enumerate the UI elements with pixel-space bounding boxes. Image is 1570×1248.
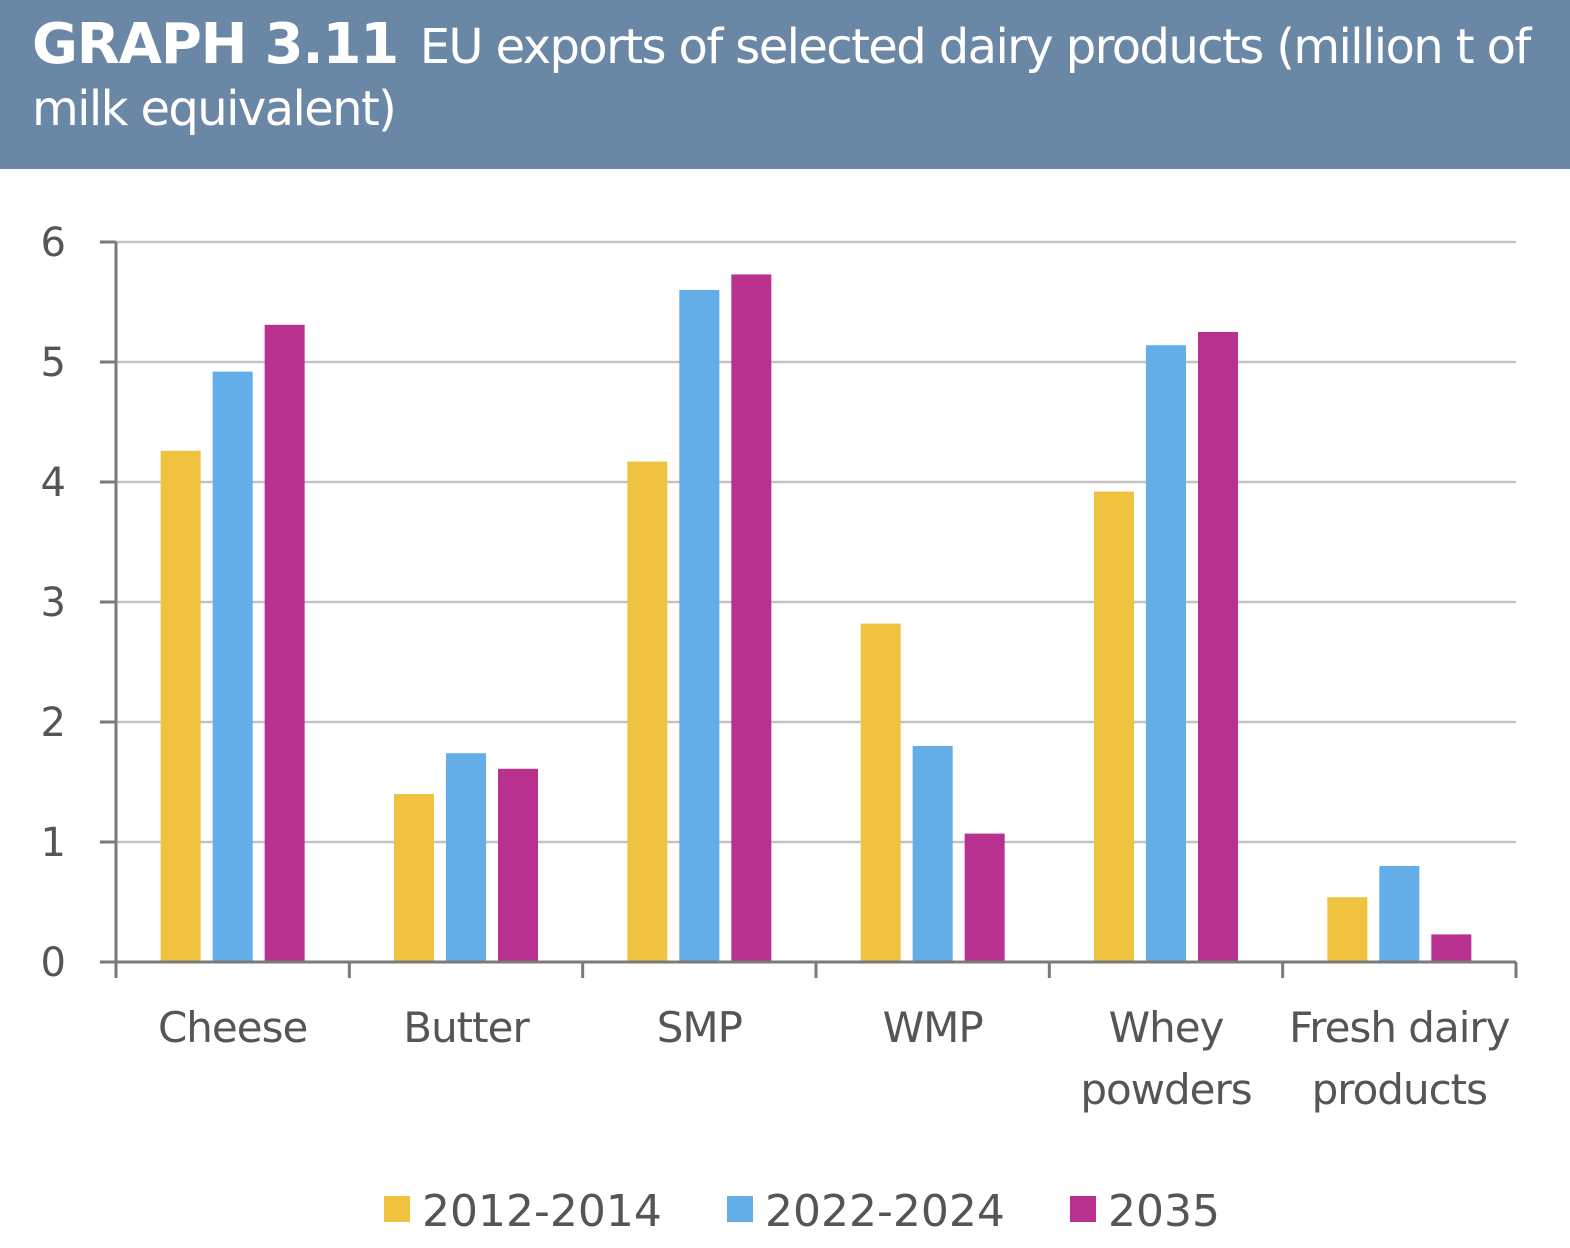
bar [1146, 345, 1186, 962]
bar [964, 833, 1005, 962]
gridlines [116, 240, 1516, 844]
bars [160, 274, 1472, 963]
bar [394, 794, 434, 962]
x-category-label-line: products [1312, 1065, 1487, 1114]
legend-label: 2035 [1108, 1186, 1220, 1237]
x-axis-category-labels: Cheese Butter SMP WMP Whey powders Fresh dairy… [158, 1003, 1511, 1114]
bar [679, 290, 720, 962]
legend-swatch [1070, 1196, 1096, 1222]
chart-title: GRAPH 3.11 EU exports of selected dairy … [32, 14, 1540, 140]
y-tick-label: 4 [41, 460, 66, 506]
y-tick-label: 1 [41, 820, 66, 866]
bar [1431, 934, 1472, 962]
y-tick-label: 5 [41, 340, 66, 386]
y-tick-label: 0 [41, 940, 66, 986]
legend-swatch [727, 1196, 753, 1222]
y-axis-tick-labels: 0 1 2 3 4 5 6 [41, 220, 66, 986]
bar [1094, 491, 1134, 962]
bar [860, 623, 901, 962]
x-category-label: SMP [657, 1003, 742, 1052]
bar [498, 768, 538, 962]
bar [212, 371, 253, 963]
x-category-label-line: Butter [403, 1003, 530, 1052]
graph-number: GRAPH 3.11 [32, 12, 399, 77]
bar [264, 324, 305, 962]
legend-swatch [384, 1196, 410, 1222]
y-tick-label: 3 [41, 580, 66, 626]
x-category-label: Fresh dairy products [1289, 1003, 1509, 1114]
x-category-label: WMP [883, 1003, 983, 1052]
bar [731, 274, 772, 962]
y-tick-label: 2 [41, 700, 66, 746]
bar [1327, 897, 1368, 962]
bar [446, 753, 486, 962]
x-category-label-line: Cheese [158, 1003, 307, 1052]
x-category-label-line: Whey [1109, 1003, 1224, 1052]
x-category-label-line: Fresh dairy [1289, 1003, 1509, 1052]
x-category-label-line: powders [1080, 1065, 1251, 1114]
x-category-label: Whey powders [1080, 1003, 1251, 1114]
bar [160, 450, 201, 962]
graph-title-text: EU exports of selected dairy products (m… [32, 19, 1531, 137]
bar [627, 461, 668, 962]
axes [100, 240, 1518, 978]
chart-header: GRAPH 3.11 EU exports of selected dairy … [0, 0, 1570, 169]
legend: 2012-2014 2022-2024 2035 [384, 1186, 1220, 1237]
bar [912, 746, 953, 962]
x-category-label-line: WMP [883, 1003, 983, 1052]
y-tick-label: 6 [41, 220, 66, 266]
legend-label: 2022-2024 [765, 1186, 1005, 1237]
bar [1379, 866, 1420, 962]
x-category-label-line: SMP [657, 1003, 742, 1052]
bar [1198, 332, 1238, 962]
x-category-label: Butter [403, 1003, 530, 1052]
x-category-label: Cheese [158, 1003, 307, 1052]
legend-label: 2012-2014 [422, 1186, 662, 1237]
